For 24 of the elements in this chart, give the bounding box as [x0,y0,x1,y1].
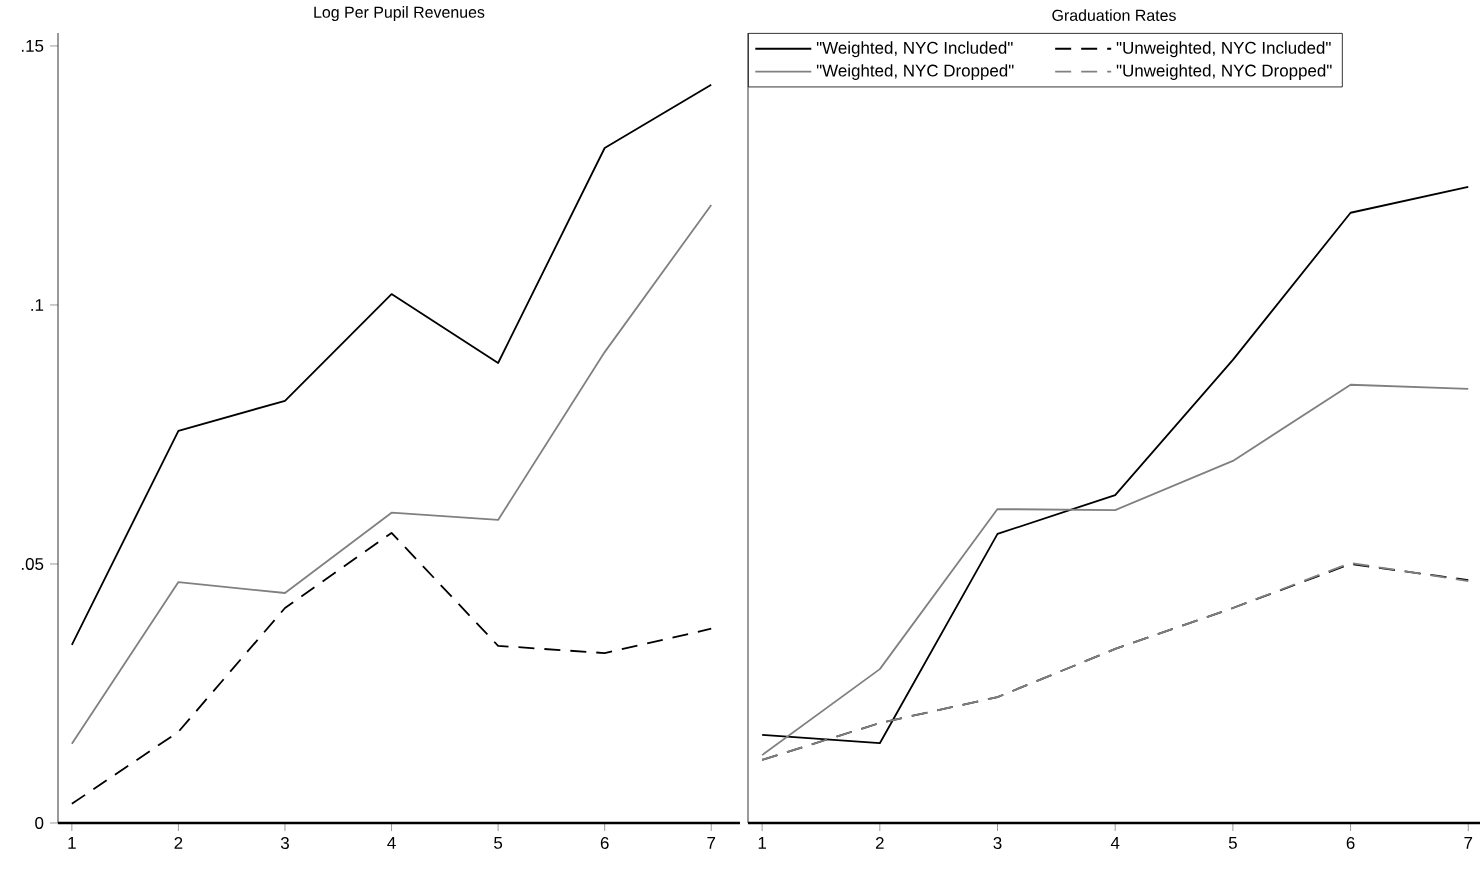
chart-title: Log Per Pupil Revenues [314,6,485,21]
x-tick-label: 3 [280,837,289,850]
x-tick-label: 6 [1346,837,1355,850]
y-tick-label: .1 [31,299,44,311]
x-tick-label: 2 [174,837,183,849]
x-tick-label: 6 [600,837,609,850]
legend-label: "Unweighted, NYC Included" [1116,41,1331,58]
x-tick-label: 4 [1110,837,1120,849]
x-tick-label: 7 [1464,837,1473,849]
legend-label: "Weighted, NYC Dropped" [816,64,1014,80]
x-tick-label: 1 [758,837,767,849]
legend-label: "Weighted, NYC Included" [816,41,1013,58]
x-tick-label: 1 [68,837,76,849]
x-tick-label: 7 [707,837,716,849]
x-tick-label: 4 [387,837,396,849]
x-tick-label: 3 [993,837,1002,850]
y-tick-label: 0 [35,817,44,829]
y-tick-label: .05 [21,558,44,570]
chart-title: Graduation Rates [1052,9,1176,21]
y-tick-label: .15 [21,40,44,52]
x-tick-label: 5 [1228,837,1237,849]
legend-label: "Unweighted, NYC Dropped" [1116,64,1332,80]
x-tick-label: 2 [875,837,884,849]
x-tick-label: 5 [494,837,503,849]
